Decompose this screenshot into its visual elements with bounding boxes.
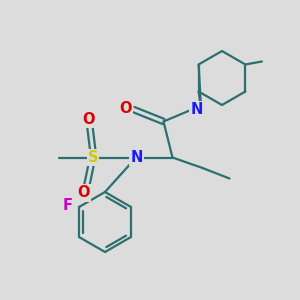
Text: N: N — [130, 150, 143, 165]
Text: O: O — [82, 112, 95, 127]
Text: S: S — [88, 150, 98, 165]
Text: O: O — [120, 100, 132, 116]
Text: F: F — [63, 198, 73, 213]
Text: O: O — [77, 185, 90, 200]
Text: N: N — [190, 102, 203, 117]
